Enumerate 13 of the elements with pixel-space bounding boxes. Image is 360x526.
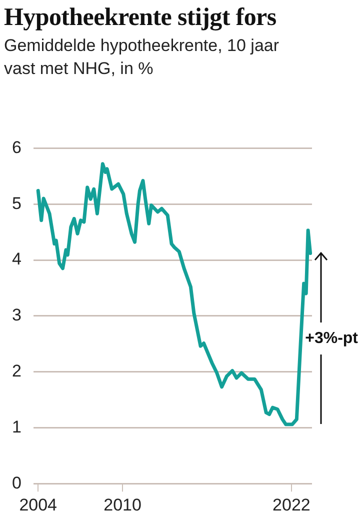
x-tick-label: 2022 xyxy=(272,495,310,514)
y-tick-label: 6 xyxy=(12,138,22,157)
y-tick-label: 5 xyxy=(12,194,22,213)
y-tick-label: 4 xyxy=(12,250,22,269)
y-tick-label: 2 xyxy=(12,361,22,380)
chart-subtitle: Gemiddelde hypotheekrente, 10 jaar vast met NHG, in % xyxy=(4,35,280,80)
chart-title: Hypotheekrente stijgt fors xyxy=(4,4,278,32)
x-tick-label: 2004 xyxy=(19,495,58,514)
y-tick-label: 3 xyxy=(12,306,22,325)
y-tick-label: 1 xyxy=(12,417,22,436)
y-tick-label: 0 xyxy=(12,473,22,492)
annotation: +3%-pt xyxy=(305,330,359,348)
x-tick-label: 2010 xyxy=(104,495,142,514)
